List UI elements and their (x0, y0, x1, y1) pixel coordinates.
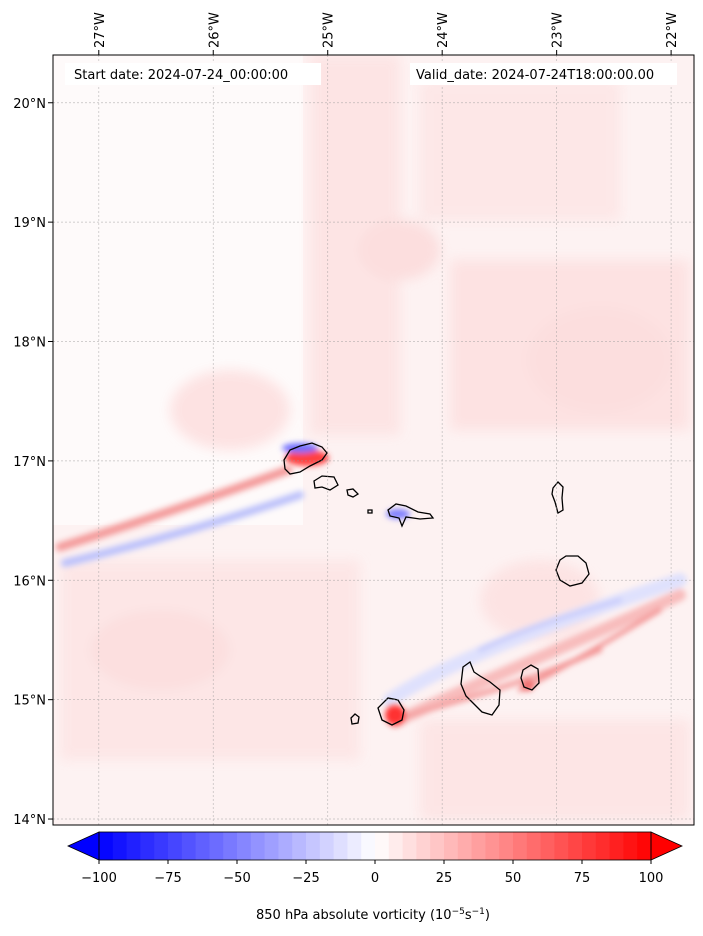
colorbar-segment (526, 832, 542, 860)
wake-fogo-santiago (383, 573, 687, 728)
colorbar-segment (623, 832, 638, 860)
colorbar-segment (140, 832, 155, 860)
colorbar-segment (306, 832, 321, 860)
colorbar-segment (361, 832, 376, 860)
map-frame (52, 54, 695, 826)
colorbar-segment (609, 832, 624, 860)
colorbar-segment (333, 832, 348, 860)
colorbar-segment (430, 832, 445, 860)
wake-santo-antao (55, 465, 305, 568)
island-sal (551, 481, 564, 514)
colorbar-segment (154, 832, 169, 860)
lon-tick-label: 24°W (436, 12, 451, 48)
colorbar-segment (457, 832, 473, 860)
colorbar-segment (416, 832, 431, 860)
lat-tick-label: 15°N (13, 694, 46, 709)
lat-tick-label: 17°N (13, 455, 46, 470)
lon-tick-label: 25°W (322, 12, 337, 48)
colorbar-segment (195, 832, 210, 860)
colorbar-extend-max (650, 831, 683, 861)
latitude-ticks: 20°N 19°N 18°N 17°N 16°N 15°N 14°N (13, 97, 53, 828)
colorbar-segment (292, 832, 307, 860)
colorbar-segment (595, 832, 611, 860)
colorbar-segment (112, 832, 128, 860)
colorbar-segment (499, 832, 514, 860)
colorbar-ticks: −100 −75 −50 −25 0 25 50 75 100 (81, 860, 663, 886)
coastlines (283, 442, 590, 726)
colorbar-segment (582, 832, 597, 860)
colorbar-segment (264, 832, 279, 860)
island-brava (350, 713, 360, 725)
colorbar-segment (181, 832, 197, 860)
colorbar-tick-label: −25 (292, 871, 319, 886)
valid-date-box (410, 63, 677, 85)
colorbar-tick-label: −75 (154, 871, 181, 886)
island-fogo (377, 697, 405, 726)
island-branco (367, 509, 373, 514)
colorbar-segment (568, 832, 583, 860)
gridlines (53, 55, 694, 825)
colorbar-segment (513, 832, 528, 860)
island-santo-antao (283, 442, 328, 475)
colorbar-segment (237, 832, 252, 860)
island-sao-vicente (313, 475, 339, 491)
colorbar-segment (402, 832, 417, 860)
colorbar-segment (485, 832, 500, 860)
vorticity-field (53, 55, 694, 825)
island-santa-luzia (346, 488, 360, 498)
colorbar (67, 831, 683, 861)
island-santiago (460, 660, 501, 716)
colorbar-segment (540, 832, 555, 860)
colorbar-segment (637, 832, 652, 860)
colorbar-segment (471, 832, 486, 860)
colorbar-segment (209, 832, 224, 860)
longitude-ticks: 27°W 26°W 25°W 24°W 23°W 22°W (93, 12, 680, 55)
colorbar-segment (168, 832, 183, 860)
island-sao-nicolau (387, 503, 435, 528)
lon-tick-label: 22°W (665, 12, 680, 48)
colorbar-tick-label: −50 (223, 871, 250, 886)
colorbar-segment (278, 832, 293, 860)
field-background-texture (60, 55, 690, 820)
lat-tick-label: 19°N (13, 216, 46, 231)
colorbar-tick-label: 25 (436, 871, 453, 886)
colorbar-segment (126, 832, 141, 860)
colorbar-extend-min (67, 831, 100, 861)
colorbar-segment (444, 832, 459, 860)
island-maio (520, 664, 540, 691)
lat-tick-label: 16°N (13, 574, 46, 589)
colorbar-segment (223, 832, 238, 860)
colorbar-tick-label: 75 (574, 871, 591, 886)
start-date-box (65, 63, 321, 85)
colorbar-segment (319, 832, 335, 860)
valid-date-label: Valid_date: 2024-07-24T18:00:00.00 (416, 68, 654, 83)
field-light-region (53, 55, 303, 525)
lat-tick-label: 18°N (13, 336, 46, 351)
colorbar-tick-label: 100 (639, 871, 664, 886)
colorbar-segment (250, 832, 266, 860)
colorbar-segment (554, 832, 569, 860)
lon-tick-label: 27°W (93, 12, 108, 48)
colorbar-segment (375, 832, 390, 860)
lon-tick-label: 26°W (207, 12, 222, 48)
colorbar-tick-label: −100 (81, 871, 117, 886)
start-date-label: Start date: 2024-07-24_00:00:00 (74, 68, 288, 83)
lon-tick-label: 23°W (551, 12, 566, 48)
colorbar-tick-label: 0 (371, 871, 379, 886)
island-boa-vista (555, 555, 590, 587)
colorbar-segment (388, 832, 404, 860)
colorbar-segment (347, 832, 362, 860)
lat-tick-label: 20°N (13, 97, 46, 112)
colorbar-tick-label: 50 (505, 871, 522, 886)
colorbar-segment (99, 832, 114, 860)
lat-tick-label: 14°N (13, 813, 46, 828)
colorbar-label: 850 hPa absolute vorticity (10−5s−1) (256, 907, 490, 923)
